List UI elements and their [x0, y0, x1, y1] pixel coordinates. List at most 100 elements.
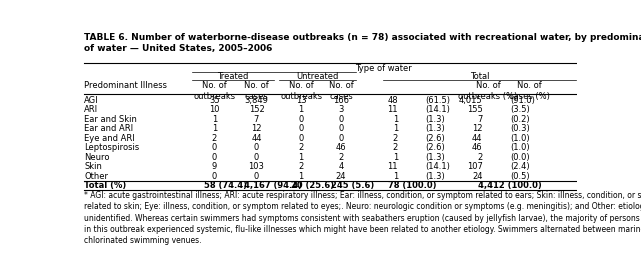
Text: 1: 1 — [299, 153, 304, 162]
Text: 1: 1 — [393, 153, 398, 162]
Text: 20 (25.6): 20 (25.6) — [291, 181, 335, 190]
Text: 46: 46 — [336, 143, 346, 152]
Text: ARI: ARI — [84, 105, 98, 114]
Text: 7: 7 — [477, 115, 483, 124]
Text: No. of
cases: No. of cases — [244, 81, 269, 101]
Text: 13: 13 — [296, 96, 306, 105]
Text: (0.3): (0.3) — [510, 124, 529, 133]
Text: (1.0): (1.0) — [510, 143, 529, 152]
Text: 152: 152 — [249, 105, 264, 114]
Text: Neuro: Neuro — [84, 153, 110, 162]
Text: 155: 155 — [467, 105, 483, 114]
Text: (1.3): (1.3) — [426, 124, 445, 133]
Text: 0: 0 — [254, 172, 259, 181]
Text: 0: 0 — [212, 153, 217, 162]
Text: 10: 10 — [209, 105, 219, 114]
Text: 46: 46 — [472, 143, 483, 152]
Text: 0: 0 — [338, 134, 344, 143]
Text: 0: 0 — [212, 172, 217, 181]
Text: 0: 0 — [299, 115, 304, 124]
Text: (0.5): (0.5) — [510, 172, 529, 181]
Text: 1: 1 — [299, 105, 304, 114]
Text: 0: 0 — [254, 143, 259, 152]
Text: (91.0): (91.0) — [510, 96, 535, 105]
Text: (2.6): (2.6) — [426, 143, 445, 152]
Text: Ear and ARI: Ear and ARI — [84, 124, 133, 133]
Text: 44: 44 — [251, 134, 262, 143]
Text: Skin: Skin — [84, 163, 102, 171]
Text: * AGI: acute gastrointestinal illness; ARI: acute respiratory illness; Ear: illn: * AGI: acute gastrointestinal illness; A… — [84, 191, 641, 245]
Text: Total (%): Total (%) — [84, 181, 126, 190]
Text: Eye and ARI: Eye and ARI — [84, 134, 135, 143]
Text: 2: 2 — [478, 153, 483, 162]
Text: Ear and Skin: Ear and Skin — [84, 115, 137, 124]
Text: Type of water: Type of water — [356, 63, 412, 73]
Text: Total: Total — [470, 72, 489, 81]
Text: 2: 2 — [212, 134, 217, 143]
Text: TABLE 6. Number of waterborne-disease outbreaks (n = 78) associated with recreat: TABLE 6. Number of waterborne-disease ou… — [84, 33, 641, 53]
Text: (1.3): (1.3) — [426, 115, 445, 124]
Text: Other: Other — [84, 172, 108, 181]
Text: (61.5): (61.5) — [426, 96, 451, 105]
Text: 0: 0 — [299, 134, 304, 143]
Text: 1: 1 — [212, 115, 217, 124]
Text: 0: 0 — [254, 153, 259, 162]
Text: 2: 2 — [338, 153, 344, 162]
Text: 78 (100.0): 78 (100.0) — [388, 181, 437, 190]
Text: No. of
cases (%): No. of cases (%) — [509, 81, 549, 101]
Text: 1: 1 — [212, 124, 217, 133]
Text: 12: 12 — [472, 124, 483, 133]
Text: 24: 24 — [472, 172, 483, 181]
Text: (1.3): (1.3) — [426, 153, 445, 162]
Text: (1.0): (1.0) — [510, 134, 529, 143]
Text: Untreated: Untreated — [296, 72, 338, 81]
Text: 11: 11 — [388, 105, 398, 114]
Text: 48: 48 — [387, 96, 398, 105]
Text: (14.1): (14.1) — [426, 105, 450, 114]
Text: (14.1): (14.1) — [426, 163, 450, 171]
Text: 2: 2 — [299, 163, 304, 171]
Text: 4,167 (94.4): 4,167 (94.4) — [244, 181, 302, 190]
Text: 12: 12 — [251, 124, 262, 133]
Text: 9: 9 — [212, 163, 217, 171]
Text: 245 (5.6): 245 (5.6) — [331, 181, 374, 190]
Text: (2.6): (2.6) — [426, 134, 445, 143]
Text: 2: 2 — [393, 143, 398, 152]
Text: Leptospirosis: Leptospirosis — [84, 143, 139, 152]
Text: 44: 44 — [472, 134, 483, 143]
Text: 58 (74.4): 58 (74.4) — [204, 181, 247, 190]
Text: (1.3): (1.3) — [426, 172, 445, 181]
Text: 24: 24 — [336, 172, 346, 181]
Text: 11: 11 — [388, 163, 398, 171]
Text: 1: 1 — [393, 124, 398, 133]
Text: No. of
cases: No. of cases — [329, 81, 353, 101]
Text: 2: 2 — [393, 134, 398, 143]
Text: 107: 107 — [467, 163, 483, 171]
Text: 1: 1 — [393, 172, 398, 181]
Text: (0.2): (0.2) — [510, 115, 529, 124]
Text: 3: 3 — [338, 105, 344, 114]
Text: 7: 7 — [254, 115, 259, 124]
Text: 103: 103 — [249, 163, 265, 171]
Text: 0: 0 — [338, 115, 344, 124]
Text: 0: 0 — [299, 124, 304, 133]
Text: AGI: AGI — [84, 96, 99, 105]
Text: (2.4): (2.4) — [510, 163, 529, 171]
Text: 166: 166 — [333, 96, 349, 105]
Text: Predominant Illness: Predominant Illness — [84, 81, 167, 90]
Text: 4,412 (100.0): 4,412 (100.0) — [478, 181, 541, 190]
Text: No. of
outbreaks: No. of outbreaks — [193, 81, 235, 101]
Text: 4: 4 — [338, 163, 344, 171]
Text: 1: 1 — [299, 172, 304, 181]
Text: 0: 0 — [338, 124, 344, 133]
Text: (3.5): (3.5) — [510, 105, 529, 114]
Text: 0: 0 — [212, 143, 217, 152]
Text: (0.0): (0.0) — [510, 153, 529, 162]
Text: No. of
outbreaks: No. of outbreaks — [280, 81, 322, 101]
Text: 1: 1 — [393, 115, 398, 124]
Text: 2: 2 — [299, 143, 304, 152]
Text: 3,849: 3,849 — [245, 96, 269, 105]
Text: No. of
outbreaks (%): No. of outbreaks (%) — [458, 81, 518, 101]
Text: 35: 35 — [209, 96, 220, 105]
Text: 4,015: 4,015 — [459, 96, 483, 105]
